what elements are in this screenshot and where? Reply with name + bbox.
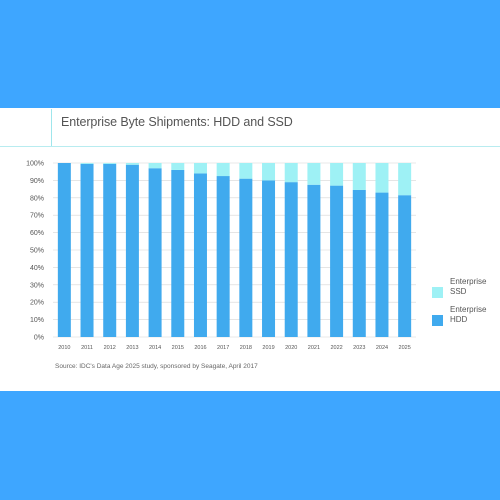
x-tick-label: 2014	[149, 345, 161, 351]
bar-layer	[57, 163, 412, 337]
bar-hdd-2016	[193, 173, 207, 337]
bar-hdd-2012	[103, 163, 117, 337]
title-divider	[0, 146, 500, 147]
bar-ssd-2021	[307, 163, 321, 185]
bar-hdd-2022	[330, 185, 344, 337]
bar-ssd-2024	[375, 163, 389, 193]
chart-title: Enterprise Byte Shipments: HDD and SSD	[61, 115, 293, 129]
y-tick-label: 60%	[30, 230, 44, 237]
y-tick-label: 90%	[30, 178, 44, 185]
legend-label: Enterprise HDD	[450, 305, 487, 324]
bar-ssd-2018	[239, 163, 253, 179]
y-tick-label: 40%	[30, 265, 44, 272]
bar-ssd-2020	[284, 163, 298, 183]
x-tick-label: 2023	[353, 345, 365, 351]
x-tick-label: 2025	[399, 345, 411, 351]
legend-label: Enterprise SSD	[450, 277, 487, 296]
x-tick-label: 2013	[126, 345, 138, 351]
source-note: Source: IDC's Data Age 2025 study, spons…	[55, 363, 258, 370]
bar-ssd-2023	[352, 163, 366, 190]
legend-swatch	[432, 287, 443, 298]
bar-ssd-2014	[148, 163, 162, 169]
x-tick-label: 2010	[58, 345, 70, 351]
bar-hdd-2025	[398, 195, 412, 337]
bar-hdd-2021	[307, 184, 321, 337]
y-tick-label: 10%	[30, 317, 44, 324]
x-tick-label: 2017	[217, 345, 229, 351]
bar-ssd-2012	[103, 163, 117, 164]
bar-ssd-2019	[262, 163, 276, 181]
bar-hdd-2014	[148, 168, 162, 337]
y-tick-label: 0%	[34, 335, 44, 342]
y-tick-label: 100%	[26, 161, 44, 168]
bar-hdd-2023	[352, 189, 366, 337]
x-tick-label: 2020	[285, 345, 297, 351]
bar-hdd-2017	[216, 176, 230, 337]
bar-ssd-2025	[398, 163, 412, 196]
x-tick-label: 2019	[262, 345, 274, 351]
y-tick-label: 70%	[30, 213, 44, 220]
bar-hdd-2024	[375, 192, 389, 337]
y-tick-label: 30%	[30, 282, 44, 289]
x-tick-label: 2012	[104, 345, 116, 351]
x-tick-label: 2022	[330, 345, 342, 351]
x-tick-label: 2015	[172, 345, 184, 351]
x-tick-label: 2024	[376, 345, 388, 351]
bar-ssd-2011	[80, 163, 94, 164]
bar-hdd-2013	[125, 164, 139, 337]
x-tick-label: 2011	[81, 345, 93, 351]
bar-ssd-2016	[193, 163, 207, 174]
x-tick-label: 2021	[308, 345, 320, 351]
x-tick-label: 2016	[194, 345, 206, 351]
bar-hdd-2015	[171, 169, 185, 337]
bar-hdd-2020	[284, 182, 298, 337]
bar-hdd-2018	[239, 178, 253, 337]
bar-hdd-2011	[80, 163, 94, 337]
label-layer: 0% 10% 20% 30% 40% 50% 60% 70% 80% 90% 100% 2010 201…	[26, 161, 411, 352]
x-tick-label: 2018	[240, 345, 252, 351]
bar-ssd-2022	[330, 163, 344, 186]
y-tick-label: 20%	[30, 300, 44, 307]
bar-hdd-2010	[57, 163, 71, 337]
y-tick-label: 50%	[30, 248, 44, 255]
bar-ssd-2017	[216, 163, 230, 177]
title-accent-rule	[51, 109, 52, 147]
legend: Enterprise SSD Enterprise HDD	[432, 277, 487, 326]
legend-swatch	[432, 315, 443, 326]
bar-ssd-2015	[171, 163, 185, 170]
bar-ssd-2013	[125, 163, 139, 165]
y-tick-label: 80%	[30, 195, 44, 202]
bar-hdd-2019	[262, 180, 276, 337]
